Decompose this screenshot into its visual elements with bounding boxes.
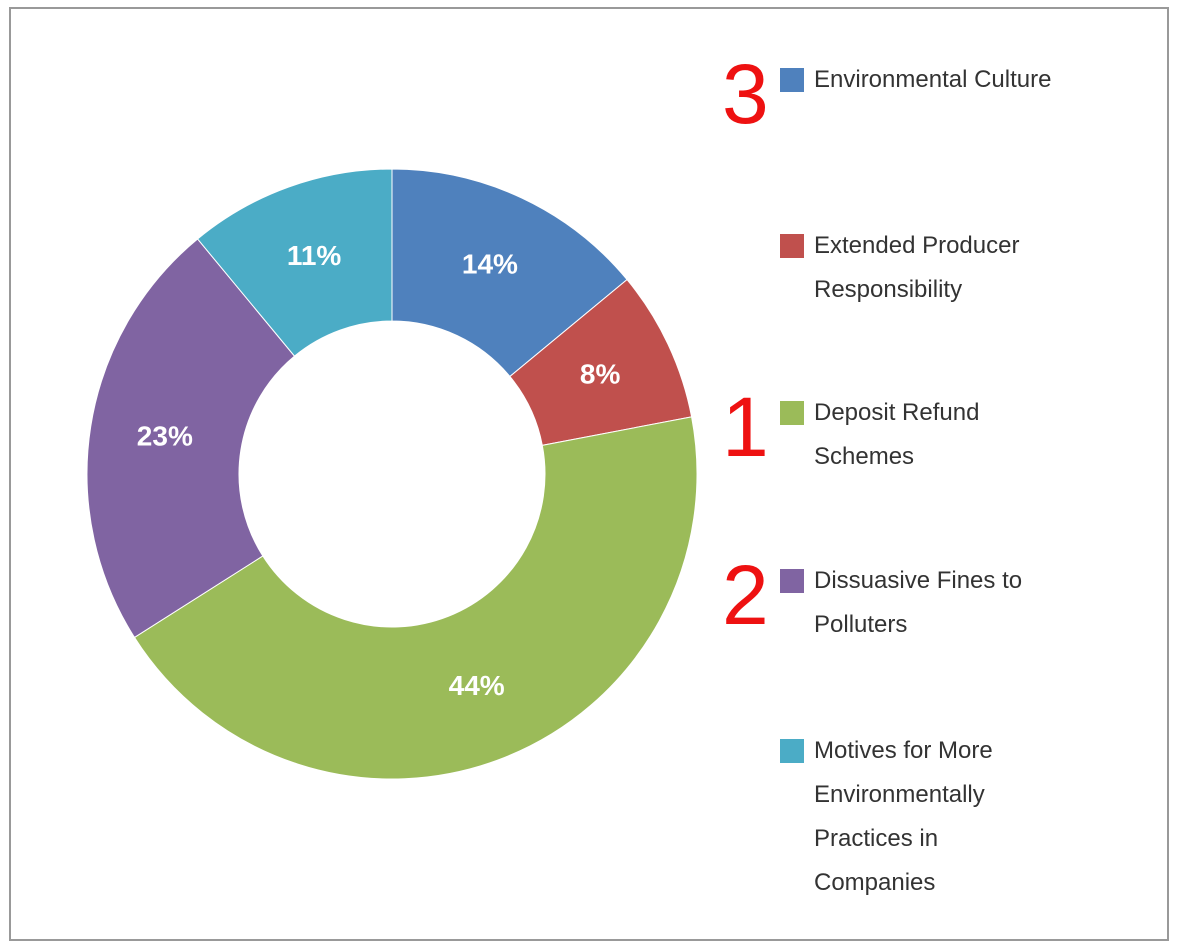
legend-label: Motives for More Environmentally Practic… [814,729,1064,905]
rank-annotation: 1 [722,385,769,469]
value-label: 14% [462,248,518,279]
legend-label: Environmental Culture [814,58,1064,102]
legend-swatch [780,234,804,258]
legend-swatch [780,401,804,425]
legend-label: Deposit Refund Schemes [814,391,1064,479]
value-label: 11% [287,240,342,271]
legend-swatch [780,68,804,92]
value-label: 23% [137,420,193,451]
rank-annotation: 2 [722,553,769,637]
value-label: 44% [449,670,505,701]
value-label: 8% [580,358,621,389]
legend-swatch [780,739,804,763]
legend-label: Dissuasive Fines to Polluters [814,559,1064,647]
rank-annotation: 3 [722,52,769,136]
legend-swatch [780,569,804,593]
legend-label: Extended Producer Responsibility [814,224,1064,312]
page: 14% 8% 44% 23% 11% Environmental Culture 3 Ext… [0,0,1178,947]
